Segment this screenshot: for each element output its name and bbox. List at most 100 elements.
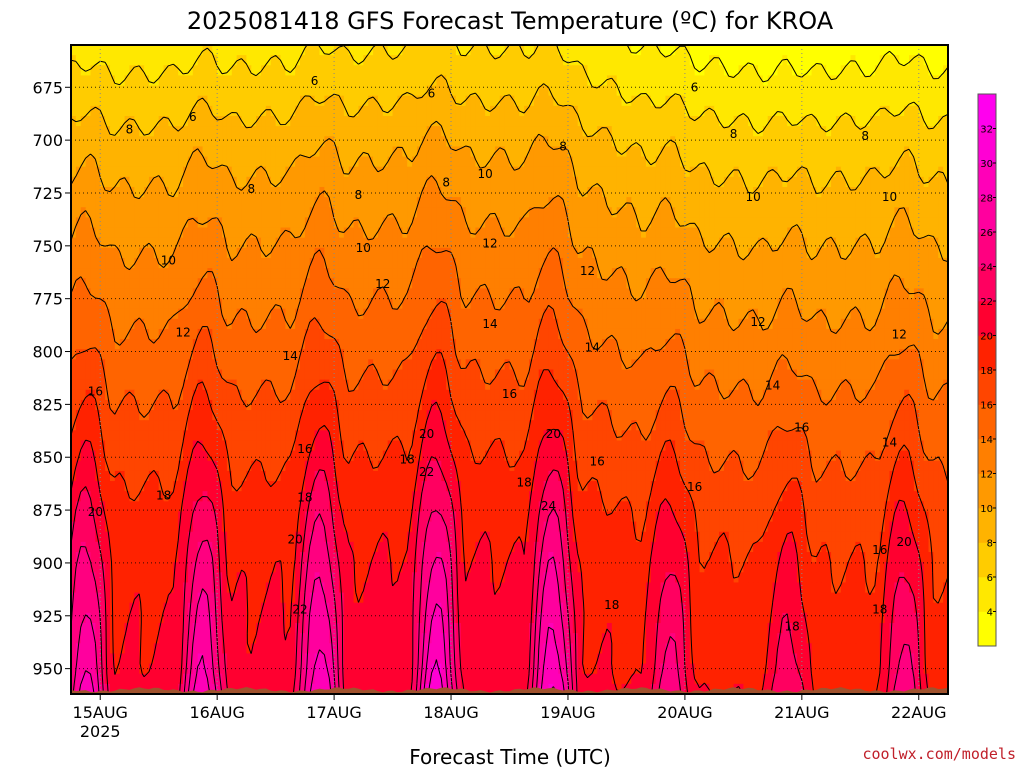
temperature-cell (660, 45, 667, 56)
temperature-cell (879, 65, 886, 77)
temperature-cell (270, 115, 277, 127)
temperature-cell (109, 65, 116, 77)
temperature-cell (743, 126, 749, 137)
temperature-cell (762, 45, 769, 56)
temperature-cell (358, 207, 364, 218)
temperature-cell (684, 55, 691, 66)
temperature-cell (548, 115, 554, 127)
temperature-cell (894, 45, 900, 56)
temperature-cell (285, 95, 291, 107)
temperature-cell (514, 146, 520, 158)
temperature-cell (665, 65, 671, 77)
temperature-cell (212, 318, 218, 330)
temperature-cell (904, 115, 910, 127)
temperature-cell (738, 186, 744, 198)
temperature-cell (874, 126, 881, 137)
temperature-cell (801, 298, 808, 310)
temperature-cell (660, 237, 667, 249)
temperature-cell (587, 308, 593, 320)
temperature-cell (499, 308, 506, 320)
temperature-cell (377, 217, 384, 229)
temperature-cell (602, 217, 608, 229)
temperature-cell (304, 237, 311, 249)
temperature-cell (480, 55, 486, 66)
temperature-cell (689, 45, 696, 56)
temperature-cell (124, 308, 131, 320)
temperature-cell (124, 268, 131, 279)
temperature-cell (241, 105, 247, 117)
temperature-cell (455, 318, 462, 330)
temperature-cell (572, 318, 579, 330)
temperature-cell (923, 288, 930, 300)
temperature-cell (670, 146, 676, 158)
temperature-cell (494, 75, 501, 87)
temperature-cell (119, 207, 126, 218)
temperature-cell (816, 207, 822, 218)
temperature-cell (796, 156, 803, 168)
temperature-cell (431, 217, 438, 229)
temperature-cell (75, 65, 82, 77)
temperature-cell (641, 278, 647, 289)
temperature-cell (178, 186, 184, 198)
temperature-cell (270, 308, 277, 320)
temperature-cell (299, 308, 306, 320)
temperature-cell (338, 186, 345, 198)
temperature-cell (343, 45, 350, 56)
temperature-cell (105, 146, 111, 158)
temperature-cell (265, 197, 272, 208)
temperature-cell (90, 278, 96, 289)
temperature-cell (280, 75, 286, 87)
temperature-cell (368, 227, 374, 239)
temperature-cell (728, 85, 735, 97)
temperature-cell (377, 75, 384, 87)
temperature-cell (455, 136, 462, 148)
temperature-cell (368, 126, 374, 137)
temperature-cell (723, 95, 730, 107)
temperature-cell (923, 85, 930, 97)
temperature-cell (231, 95, 238, 107)
temperature-cell (480, 288, 486, 300)
temperature-cell (480, 268, 486, 279)
temperature-cell (865, 146, 871, 158)
temperature-cell (606, 257, 613, 269)
temperature-cell (860, 115, 866, 127)
temperature-cell (494, 146, 501, 158)
temperature-cell (270, 298, 277, 310)
temperature-cell (309, 217, 316, 229)
temperature-cell (884, 217, 891, 229)
temperature-cell (178, 217, 184, 229)
temperature-cell (373, 176, 379, 188)
temperature-cell (324, 146, 330, 158)
temperature-cell (168, 166, 174, 178)
temperature-cell (416, 247, 423, 259)
temperature-cell (470, 237, 476, 249)
temperature-cell (694, 136, 701, 148)
temperature-cell (753, 247, 759, 259)
temperature-cell (675, 136, 681, 148)
temperature-cell (197, 207, 204, 218)
temperature-cell (80, 308, 87, 320)
temperature-cell (85, 186, 92, 198)
temperature-cell (319, 247, 325, 259)
temperature-cell (275, 318, 282, 330)
temperature-cell (655, 85, 662, 97)
temperature-cell (865, 45, 871, 56)
temperature-cell (855, 197, 861, 208)
temperature-cell (660, 207, 667, 218)
temperature-cell (158, 257, 165, 269)
temperature-cell (158, 227, 165, 239)
temperature-cell (270, 85, 277, 97)
temperature-cell (270, 105, 277, 117)
temperature-cell (714, 237, 720, 249)
temperature-cell (153, 268, 160, 279)
temperature-cell (801, 247, 808, 259)
temperature-cell (90, 126, 96, 137)
temperature-cell (226, 278, 233, 289)
temperature-cell (665, 126, 671, 137)
temperature-cell (290, 197, 296, 208)
temperature-cell (192, 227, 199, 239)
temperature-cell (485, 227, 491, 239)
temperature-cell (660, 308, 667, 320)
temperature-cell (602, 268, 608, 279)
temperature-cell (796, 268, 803, 279)
